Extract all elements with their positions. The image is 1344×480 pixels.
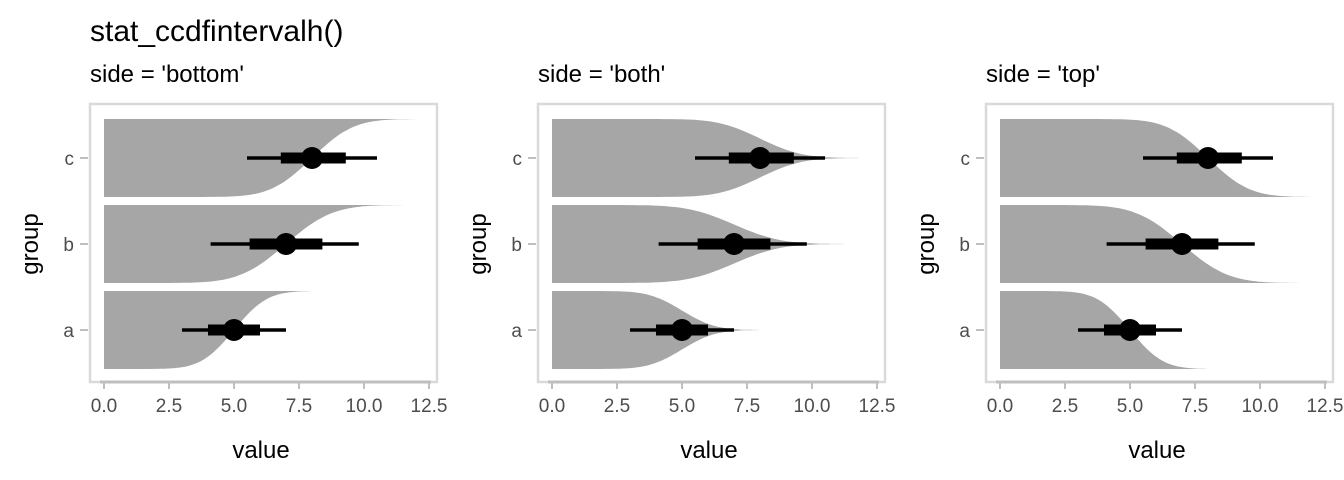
y-tick-label: a bbox=[63, 321, 74, 342]
y-tick-label: a bbox=[959, 321, 970, 342]
y-tick-label: a bbox=[511, 321, 522, 342]
x-tick-label: 2.5 bbox=[604, 396, 630, 417]
panel-subtitle: side = 'bottom' bbox=[90, 61, 244, 88]
point-estimate-b bbox=[275, 233, 297, 255]
point-estimate-c bbox=[749, 147, 771, 169]
x-tick-label: 7.5 bbox=[1182, 396, 1208, 417]
x-tick-label: 5.0 bbox=[669, 396, 695, 417]
y-axis-title: group bbox=[465, 213, 492, 274]
x-tick-label: 12.5 bbox=[411, 396, 448, 417]
x-tick-label: 10.0 bbox=[1242, 396, 1279, 417]
panel-subtitle: side = 'both' bbox=[538, 61, 665, 88]
point-estimate-b bbox=[1171, 233, 1193, 255]
point-estimate-a bbox=[1119, 319, 1141, 341]
x-tick-label: 0.0 bbox=[987, 396, 1013, 417]
point-estimate-c bbox=[301, 147, 323, 169]
y-tick-label: b bbox=[511, 235, 522, 256]
x-tick-label: 7.5 bbox=[734, 396, 760, 417]
point-estimate-a bbox=[223, 319, 245, 341]
y-axis-title: group bbox=[913, 213, 940, 274]
x-axis-title: value bbox=[680, 437, 737, 464]
point-estimate-c bbox=[1197, 147, 1219, 169]
x-tick-label: 2.5 bbox=[1052, 396, 1078, 417]
panel-both: side = 'both' 0.0 2.5 5.0 7.5 10.0 12.5 value gr… bbox=[465, 61, 895, 464]
x-tick-label: 10.0 bbox=[346, 396, 383, 417]
x-tick-label: 2.5 bbox=[156, 396, 182, 417]
x-tick-label: 12.5 bbox=[859, 396, 896, 417]
panel-top: side = 'top' 0.0 2.5 5.0 7.5 10.0 12.5 value gro… bbox=[913, 61, 1343, 464]
x-tick-label: 7.5 bbox=[286, 396, 312, 417]
x-tick-label: 10.0 bbox=[794, 396, 831, 417]
y-tick-label: b bbox=[63, 235, 74, 256]
x-axis-title: value bbox=[232, 437, 289, 464]
y-tick-label: b bbox=[959, 235, 970, 256]
y-tick-label: c bbox=[513, 149, 523, 170]
point-estimate-a bbox=[671, 319, 693, 341]
panel-subtitle: side = 'top' bbox=[986, 61, 1100, 88]
x-tick-label: 0.0 bbox=[539, 396, 565, 417]
x-tick-label: 5.0 bbox=[1117, 396, 1143, 417]
panel-bottom: side = 'bottom' 0.0 2.5 5.0 7.5 10.0 12.5 value… bbox=[17, 61, 447, 464]
point-estimate-b bbox=[723, 233, 745, 255]
chart-title: stat_ccdfintervalh() bbox=[90, 15, 343, 48]
x-tick-label: 5.0 bbox=[221, 396, 247, 417]
y-tick-label: c bbox=[961, 149, 971, 170]
x-tick-label: 12.5 bbox=[1307, 396, 1344, 417]
y-tick-label: c bbox=[65, 149, 75, 170]
x-tick-label: 0.0 bbox=[91, 396, 117, 417]
y-axis-title: group bbox=[17, 213, 44, 274]
x-axis-title: value bbox=[1128, 437, 1185, 464]
